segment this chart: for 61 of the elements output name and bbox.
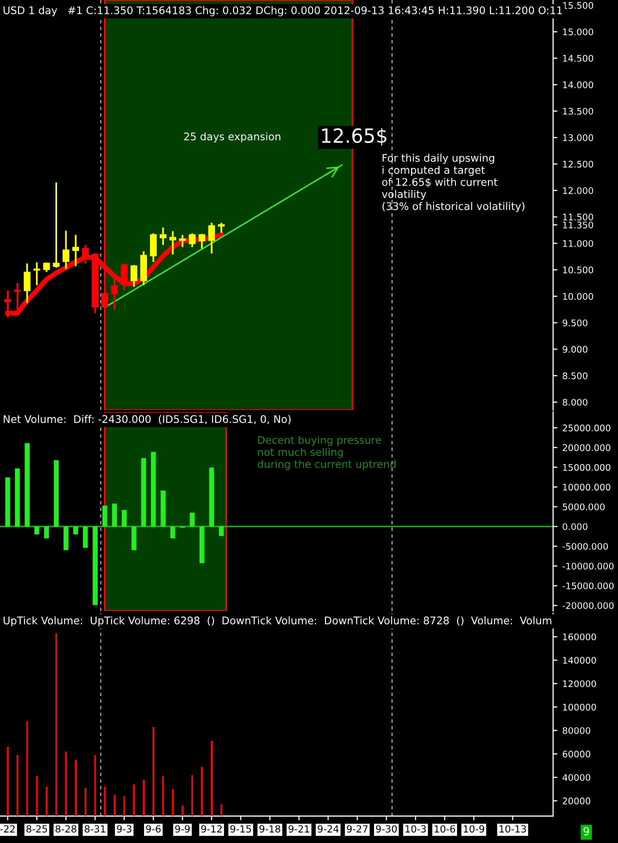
y-tick-label: 8.000 xyxy=(562,398,588,406)
x-tick-label: 9-30 xyxy=(376,825,397,833)
y-tick-label: 0.000 xyxy=(562,523,588,530)
y-tick-label: 100000 xyxy=(563,704,596,711)
y-tick-label: 11.000 xyxy=(563,240,594,247)
y-tick-label: 15.000 xyxy=(563,28,594,36)
annotation: Decent buying pressure not much selling during the current uptrend xyxy=(258,436,396,470)
y-tick-label: 25000.000 xyxy=(562,424,610,432)
y-tick-label: 13.500 xyxy=(563,108,594,115)
x-tick-label: 9-27 xyxy=(346,825,368,833)
y-tick-label: -5000.000 xyxy=(562,542,608,550)
text: USD 1 day #1 C:11.350 T:1564183 Chg: 0.032 DChg: 0.000 2012-09-13 16:43:45 H:11.390 L:11.200 O:11 xyxy=(4,6,562,16)
y-tick-label: 14.500 xyxy=(563,54,594,62)
annotation: 12.65$ xyxy=(322,128,386,146)
x-tick-label: 9-18 xyxy=(259,825,280,833)
y-tick-label: 10.000 xyxy=(563,293,594,300)
y-tick-label: 160000 xyxy=(563,633,596,640)
y-tick-label: 9.000 xyxy=(562,346,588,353)
x-tick-label: 9-21 xyxy=(288,825,310,833)
annotation: For this daily upswing i computed a target of 12.65$ with current volatility (33% of historical volatility) xyxy=(382,154,524,212)
y-tick-label: 11.350 xyxy=(563,222,594,228)
y-tick-label: 12.500 xyxy=(563,160,594,168)
chart-title: UpTick Volume: UpTick Volume: 6298 () DownTick Volume: DownTick Volume: 8728 () Volume: Volum xyxy=(4,616,552,626)
text: 9 xyxy=(583,827,590,836)
x-tick-label: 8-28 xyxy=(56,825,76,833)
y-tick-label: 12.000 xyxy=(563,187,594,194)
y-tick-label: 14.000 xyxy=(563,81,594,88)
y-tick-label: 140000 xyxy=(563,656,596,664)
y-tick-label: 40000 xyxy=(562,774,590,781)
y-tick-label: 15.500 xyxy=(563,2,594,9)
x-tick-label: 8-31 xyxy=(84,825,106,833)
x-tick-label: 9-9 xyxy=(175,825,190,833)
y-tick-label: 80000 xyxy=(562,727,590,734)
x-tick-label: 9-24 xyxy=(318,825,339,833)
y-tick-label: 10.500 xyxy=(563,266,594,274)
y-tick-label: 20000.000 xyxy=(562,444,610,452)
x-tick-label: 9-6 xyxy=(146,825,161,833)
y-tick-label: 15000.000 xyxy=(563,464,610,471)
x-tick-label: 10-9 xyxy=(464,825,484,833)
y-tick-label: 120000 xyxy=(563,680,596,688)
y-tick-label: 5000.000 xyxy=(562,503,605,510)
y-tick-label: 11.500 xyxy=(563,214,594,220)
y-tick-label: -15000.000 xyxy=(562,582,614,590)
x-tick-label: 9-3 xyxy=(116,825,132,833)
x-tick-label: -22 xyxy=(0,825,15,832)
y-tick-label: -20000.000 xyxy=(562,602,614,610)
x-tick-label: 9-15 xyxy=(230,825,251,833)
x-tick-label: 8-25 xyxy=(26,825,48,833)
x-tick-label: 10-3 xyxy=(406,825,426,833)
y-tick-label: 20000 xyxy=(562,798,590,804)
annotation: 25 days expansion xyxy=(184,132,280,142)
y-tick-label: -10000.000 xyxy=(562,562,614,570)
chart-title: Net Volume: Diff: -2430.000 (ID5.SG1, ID6.SG1, 0, No) xyxy=(4,414,291,424)
x-tick-label: 10-13 xyxy=(500,825,526,833)
x-tick-label: 10-6 xyxy=(434,825,456,833)
y-tick-label: 9.500 xyxy=(562,319,588,326)
y-tick-label: 13.000 xyxy=(563,134,594,142)
x-tick-label: 9-12 xyxy=(201,825,222,833)
y-tick-label: 10000.000 xyxy=(563,484,610,491)
y-tick-label: 60000 xyxy=(562,750,590,758)
y-tick-label: 8.500 xyxy=(562,372,588,380)
